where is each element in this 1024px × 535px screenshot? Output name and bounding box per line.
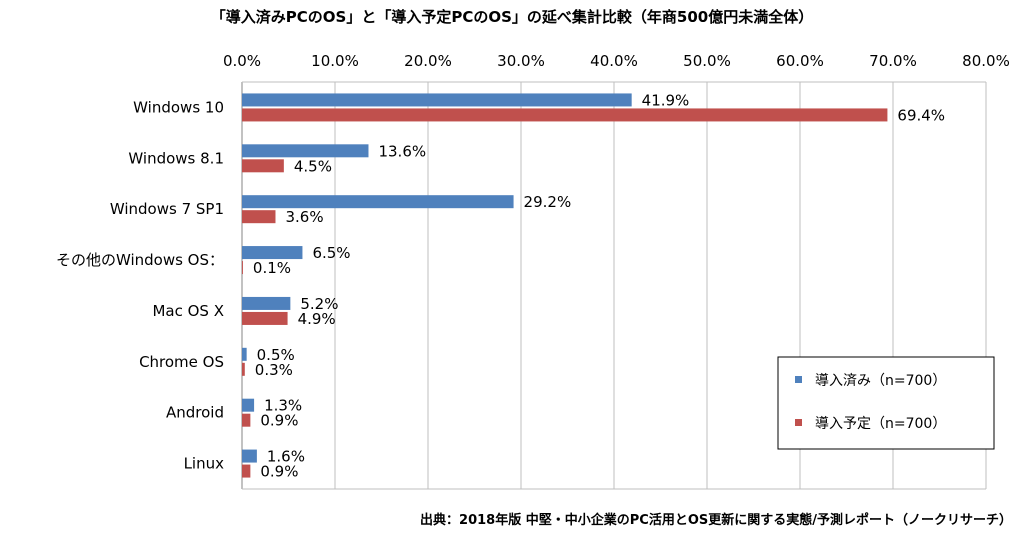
legend-label-series-2: 導入予定（n=700） (815, 416, 946, 432)
x-tick-label: 40.0% (590, 52, 638, 70)
x-axis-ticks: 0.0% 10.0% 20.0% 30.0% 40.0% 50.0% 60.0% 70.0% 8… (223, 52, 1010, 70)
category-label: その他のWindows OS： (56, 251, 224, 269)
category-label: Windows 7 SP1 (110, 200, 224, 218)
bar-series-1 (242, 144, 369, 158)
x-tick-label: 20.0% (404, 52, 452, 70)
bar-series-1 (242, 246, 303, 260)
legend-label-series-1: 導入済み（n=700） (815, 373, 946, 389)
data-label-series-2: 4.9% (298, 310, 336, 328)
data-label-series-1: 5.2% (300, 295, 338, 313)
bar-series-2 (242, 413, 251, 427)
legend-swatch-series-2 (795, 419, 802, 426)
data-label-series-2: 0.3% (255, 361, 293, 379)
category-label: Mac OS X (152, 302, 224, 320)
legend: 導入済み（n=700） 導入予定（n=700） (777, 356, 995, 450)
category-label: Android (166, 404, 224, 422)
x-tick-label: 50.0% (683, 52, 731, 70)
bar-series-1 (242, 347, 247, 361)
bars (242, 93, 888, 478)
data-label-series-2: 69.4% (897, 106, 945, 124)
category-label: Linux (184, 455, 225, 473)
category-label: Windows 10 (133, 98, 224, 116)
data-label-series-1: 29.2% (524, 193, 572, 211)
data-label-series-1: 1.3% (264, 397, 302, 415)
category-labels: Windows 10 Windows 8.1 Windows 7 SP1 その他のWi… (56, 98, 224, 472)
data-labels: 41.9% 69.4% 13.6% 4.5% 29.2% 3.6% 6.5% 0.1% 5.2%… (253, 91, 945, 480)
bar-series-2 (242, 210, 276, 224)
bar-series-1 (242, 93, 632, 107)
x-tick-label: 30.0% (497, 52, 545, 70)
data-label-series-1: 41.9% (642, 91, 690, 109)
bar-series-1 (242, 449, 257, 463)
bar-series-1 (242, 398, 255, 412)
x-tick-label: 80.0% (962, 52, 1010, 70)
data-label-series-2: 4.5% (294, 157, 332, 175)
legend-swatch-series-1 (795, 376, 802, 383)
chart-title: 「導入済みPCのOS」と「導入予定PCのOS」の延べ集計比較（年商500億円未満… (211, 8, 813, 26)
data-label-series-2: 3.6% (285, 208, 323, 226)
bar-series-2 (242, 261, 243, 275)
data-label-series-1: 6.5% (312, 244, 350, 262)
data-label-series-1: 13.6% (378, 142, 426, 160)
x-tick-label: 60.0% (776, 52, 824, 70)
category-label: Chrome OS (139, 353, 224, 371)
bar-series-1 (242, 195, 514, 209)
bar-series-1 (242, 296, 291, 310)
bar-series-2 (242, 108, 888, 122)
x-tick-label: 70.0% (869, 52, 917, 70)
x-tick-label: 10.0% (311, 52, 359, 70)
data-label-series-2: 0.9% (260, 412, 298, 430)
bar-series-2 (242, 362, 245, 376)
legend-box (777, 356, 995, 450)
bar-series-2 (242, 159, 284, 173)
category-label: Windows 8.1 (128, 149, 224, 167)
bar-series-2 (242, 311, 288, 325)
data-label-series-1: 0.5% (257, 346, 295, 364)
source-note: 出典：2018年版 中堅・中小企業のPC活用とOS更新に関する実態/予測レポート… (420, 512, 1012, 528)
data-label-series-2: 0.1% (253, 259, 291, 277)
data-label-series-1: 1.6% (267, 448, 305, 466)
x-tick-label: 0.0% (223, 52, 261, 70)
bar-series-2 (242, 464, 251, 478)
data-label-series-2: 0.9% (260, 463, 298, 481)
